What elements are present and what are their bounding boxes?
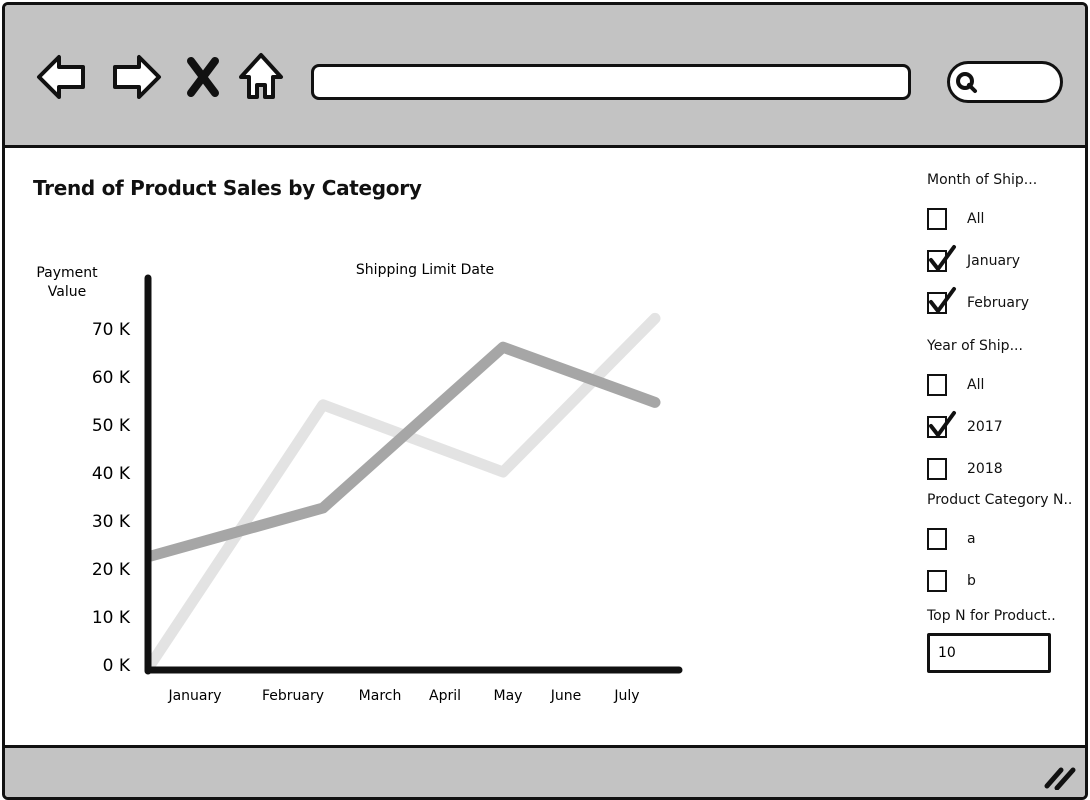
checkbox[interactable] bbox=[927, 287, 956, 314]
topn-input[interactable] bbox=[927, 633, 1051, 673]
month-filter-title: Month of Ship... bbox=[927, 172, 1038, 188]
filter-panel: Month of Ship... All January February Year… bbox=[925, 148, 1085, 745]
status-bar bbox=[5, 745, 1085, 797]
y-tick-label: 40 K bbox=[92, 464, 131, 484]
category-filter-title: Product Category N.. bbox=[927, 492, 1073, 508]
checkbox-label: b bbox=[967, 573, 976, 589]
x-tick-label: June bbox=[550, 688, 582, 704]
back-arrow-icon[interactable] bbox=[33, 47, 89, 107]
series-line-2 bbox=[145, 341, 661, 562]
checkbox[interactable] bbox=[927, 458, 947, 480]
y-tick-label: 0 K bbox=[103, 656, 131, 676]
y-tick-label: 70 K bbox=[92, 320, 131, 340]
year-filter-title: Year of Ship... bbox=[927, 338, 1023, 354]
y-tick-label: 10 K bbox=[92, 608, 131, 628]
category-option-a[interactable]: a bbox=[927, 528, 1077, 556]
checkbox[interactable] bbox=[927, 374, 947, 396]
checkbox[interactable] bbox=[927, 570, 947, 592]
y-tick-label: 50 K bbox=[92, 416, 131, 436]
y-tick-label: 60 K bbox=[92, 368, 131, 388]
search-button[interactable] bbox=[947, 61, 1063, 103]
month-option-all[interactable]: All bbox=[927, 208, 1077, 236]
x-tick-label: July bbox=[613, 688, 639, 704]
checkmark-icon bbox=[929, 287, 956, 313]
y-axis-label: Payment Value bbox=[36, 265, 98, 300]
checkbox[interactable] bbox=[927, 245, 956, 272]
checkbox[interactable] bbox=[927, 208, 947, 230]
x-tick-label: January bbox=[167, 688, 221, 704]
y-tick-label: 20 K bbox=[92, 560, 131, 580]
close-x-icon[interactable] bbox=[181, 47, 225, 107]
month-option-january[interactable]: January bbox=[927, 245, 1077, 278]
year-option-2017[interactable]: 2017 bbox=[927, 411, 1077, 444]
checkmark-icon bbox=[929, 245, 956, 271]
month-option-february[interactable]: February bbox=[927, 287, 1077, 320]
year-option-2018[interactable]: 2018 bbox=[927, 458, 1077, 486]
url-bar[interactable] bbox=[311, 64, 911, 100]
category-option-b[interactable]: b bbox=[927, 570, 1077, 598]
browser-toolbar bbox=[5, 5, 1085, 148]
search-icon bbox=[956, 72, 977, 93]
sales-trend-chart: Shipping Limit Date Payment Value 0 K 10 K… bbox=[36, 262, 683, 704]
checkbox-label: 2018 bbox=[967, 461, 1003, 477]
forward-arrow-icon[interactable] bbox=[109, 47, 165, 107]
x-tick-label: April bbox=[429, 688, 461, 704]
year-option-all[interactable]: All bbox=[927, 374, 1077, 402]
chart-title: Shipping Limit Date bbox=[356, 262, 494, 278]
checkbox-label: January bbox=[967, 253, 1021, 269]
dashboard-title: Trend of Product Sales by Category bbox=[33, 176, 422, 200]
checkbox[interactable] bbox=[927, 528, 947, 550]
checkmark-icon bbox=[929, 411, 956, 437]
checkbox-label: February bbox=[967, 295, 1030, 311]
x-tick-label: May bbox=[494, 688, 523, 704]
checkbox-label: a bbox=[967, 531, 976, 547]
checkbox[interactable] bbox=[927, 411, 956, 438]
checkbox-label: 2017 bbox=[967, 419, 1003, 435]
resize-handle-icon[interactable] bbox=[1043, 762, 1077, 790]
home-icon[interactable] bbox=[235, 47, 287, 107]
checkbox-label: All bbox=[967, 377, 985, 393]
y-tick-label: 30 K bbox=[92, 512, 131, 532]
dashboard-content: Trend of Product Sales by Category Shipp… bbox=[5, 148, 1085, 745]
checkbox-label: All bbox=[967, 211, 985, 227]
topn-filter-title: Top N for Product.. bbox=[927, 608, 1056, 624]
x-tick-label: February bbox=[262, 688, 324, 704]
x-tick-label: March bbox=[359, 688, 402, 704]
